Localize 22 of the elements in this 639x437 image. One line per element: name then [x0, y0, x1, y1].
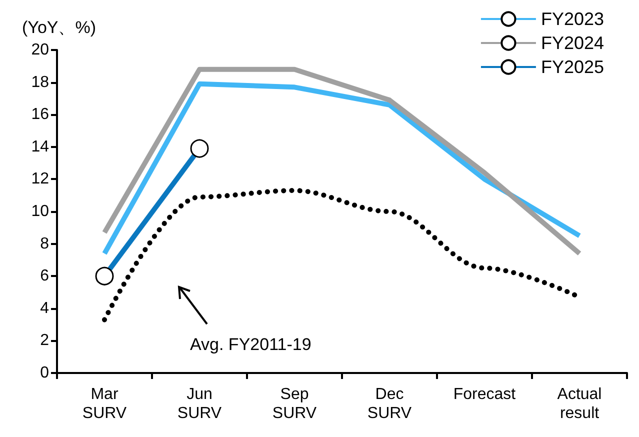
y-tick-label: 16	[31, 106, 50, 124]
x-tick-label: Forecast	[453, 386, 516, 403]
x-tick-label: Jun SURV	[177, 386, 222, 422]
y-tick-label: 6	[40, 268, 50, 285]
y-tick-label: 18	[31, 74, 50, 91]
y-tick-label: 8	[40, 235, 50, 252]
y-tick-label: 20	[31, 42, 50, 58]
x-tick-label: Mar SURV	[82, 386, 127, 422]
x-tick-label: Sep SURV	[272, 386, 317, 422]
x-tick-label: Dec SURV	[367, 386, 412, 422]
y-tick-label: 14	[31, 138, 50, 156]
y-tick-label: 12	[31, 170, 50, 188]
annotation: Avg. FY2011-19	[190, 335, 312, 354]
x-tick-label: Actual result	[557, 386, 602, 422]
y-tick-label: 10	[31, 203, 50, 220]
y-tick-label: 0	[40, 364, 50, 382]
y-tick-label: 4	[40, 300, 50, 317]
legend-label: FY2024	[540, 33, 604, 53]
legend-label: FY2025	[540, 57, 604, 77]
y-axis-title: (YoY、%)	[22, 18, 96, 37]
y-tick-label: 2	[40, 332, 50, 350]
legend-label: FY2023	[540, 9, 604, 29]
